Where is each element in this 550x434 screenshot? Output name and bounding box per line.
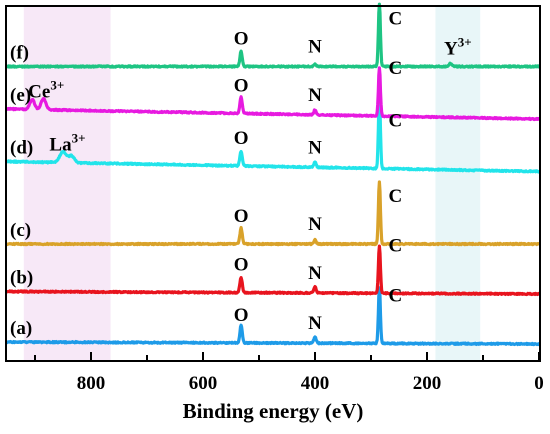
peak-annotation: O bbox=[234, 29, 249, 50]
peak-annotation: C bbox=[389, 58, 403, 79]
peak-annotation: C bbox=[389, 9, 403, 30]
series-label: (b) bbox=[10, 268, 33, 289]
highlight-band-2 bbox=[435, 7, 481, 360]
series-label: (a) bbox=[10, 318, 32, 339]
peak-annotation: C bbox=[389, 285, 403, 306]
x-tick-label: 200 bbox=[413, 373, 442, 394]
peak-annotation: N bbox=[308, 137, 322, 158]
highlight-bands bbox=[23, 7, 481, 360]
series-labels: (a) (b) (c) (d) (e) (f) bbox=[10, 43, 33, 340]
x-axis-ticks bbox=[34, 352, 540, 360]
peak-annotation: C bbox=[389, 235, 403, 256]
series-line-f bbox=[5, 2, 541, 69]
series-label: (d) bbox=[10, 138, 33, 159]
series-line-b bbox=[5, 244, 541, 297]
peak-annotation: C bbox=[389, 111, 403, 132]
series-line-a bbox=[5, 286, 541, 347]
peak-annotation: O bbox=[234, 206, 249, 227]
highlight-band-1 bbox=[23, 7, 111, 360]
peak-annotation: O bbox=[234, 305, 249, 326]
x-tick-label: 0 bbox=[534, 373, 544, 394]
series-label: (e) bbox=[10, 85, 31, 106]
x-tick-label: 600 bbox=[189, 373, 218, 394]
series-line-c bbox=[5, 180, 541, 247]
x-tick-label: 800 bbox=[77, 373, 106, 394]
x-tick-label: 400 bbox=[301, 373, 330, 394]
peak-annotation: N bbox=[308, 263, 322, 284]
peak-annotation: N bbox=[308, 85, 322, 106]
peak-annotation: C bbox=[389, 186, 403, 207]
series-label: (c) bbox=[10, 220, 31, 241]
peak-annotation: N bbox=[308, 37, 322, 58]
peak-annotation: N bbox=[308, 313, 322, 334]
series-lines bbox=[5, 2, 541, 347]
peak-annotation: O bbox=[234, 128, 249, 149]
peak-annotation: O bbox=[234, 75, 249, 96]
x-axis-label: Binding energy (eV) bbox=[183, 399, 364, 423]
peak-annotation: O bbox=[234, 255, 249, 276]
peak-annotation: N bbox=[308, 214, 322, 235]
series-label: (f) bbox=[10, 43, 29, 64]
x-axis-tick-labels: 800 600 400 200 0 bbox=[77, 373, 544, 394]
plot-frame bbox=[5, 5, 541, 362]
series-line-d bbox=[5, 93, 541, 174]
series-line-e bbox=[5, 66, 541, 122]
